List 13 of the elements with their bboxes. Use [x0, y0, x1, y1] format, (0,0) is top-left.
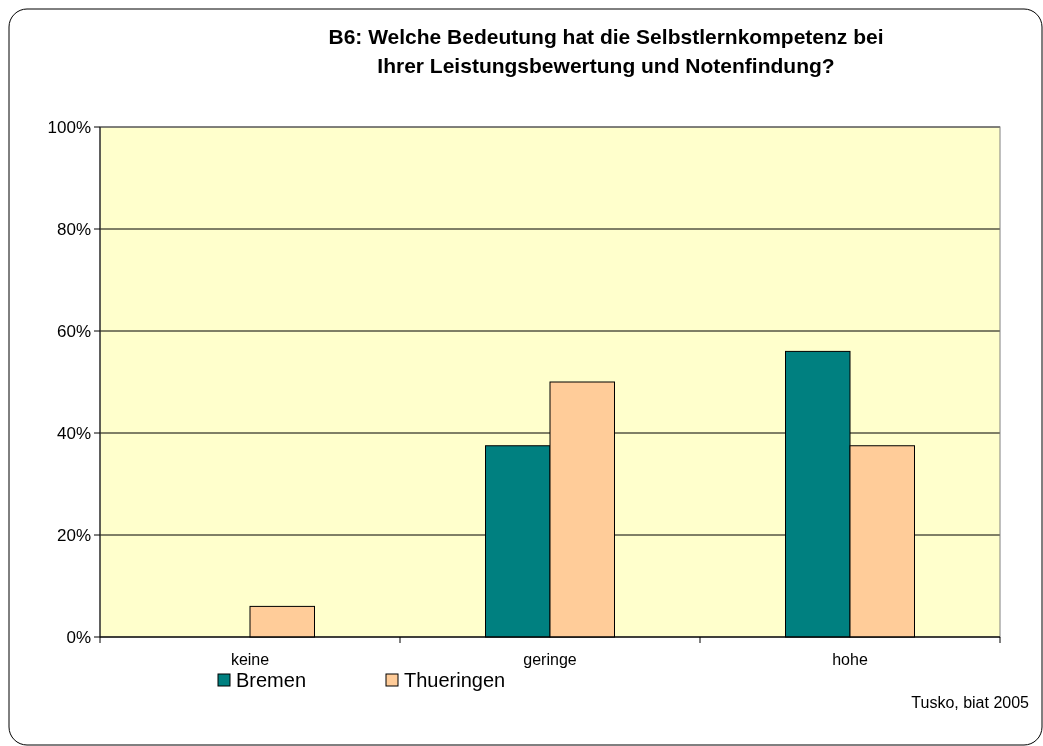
y-tick-label: 20% — [56, 525, 91, 545]
y-tick-label: 80% — [56, 219, 91, 239]
chart-title: B6: Welche Bedeutung hat die Selbstlernkompetenz bei Ihrer Leistungsbewertung und Notenfindung? — [328, 25, 884, 77]
y-tick-label: 40% — [56, 423, 91, 443]
x-tick-label: hohe — [832, 651, 868, 668]
text: Tusko, biat 2005 — [911, 694, 1030, 711]
y-tick-label: 100% — [47, 117, 91, 137]
y-tick-label: 0% — [66, 627, 91, 647]
x-tick-label: keine — [230, 651, 270, 668]
legend-label: Bremen — [236, 669, 307, 691]
legend-label: Thueringen — [404, 669, 506, 691]
x-tick-label: geringe — [523, 651, 577, 668]
y-tick-label: 60% — [56, 321, 91, 341]
